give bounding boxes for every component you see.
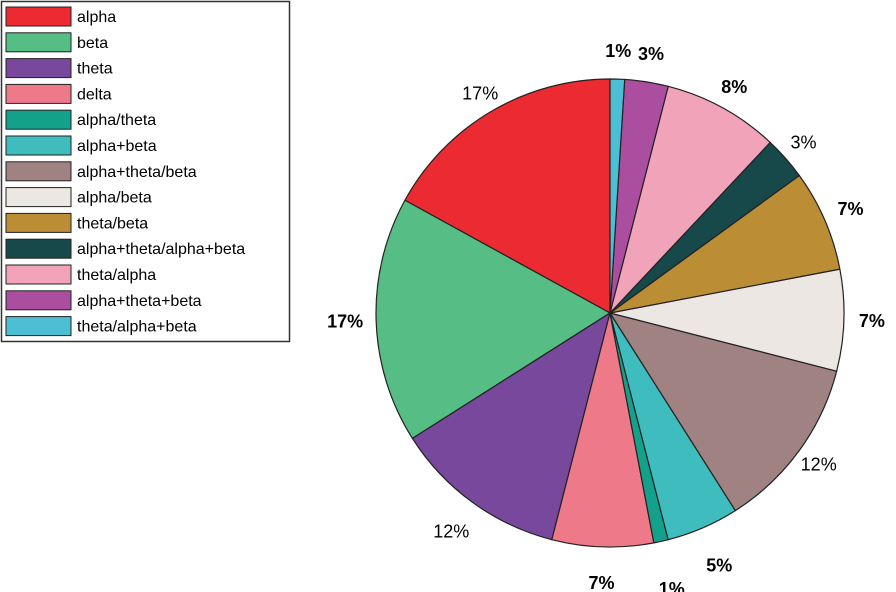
pie-slice-theta-over-alpha bbox=[609, 85, 772, 314]
pie-slices bbox=[375, 78, 845, 548]
pie-label-theta-over-alpha: 8% bbox=[721, 77, 747, 97]
legend-swatch-theta bbox=[5, 58, 72, 79]
pie-slice-theta-over-beta bbox=[609, 174, 841, 314]
legend-swatch-alpha-over-theta bbox=[5, 109, 72, 130]
pie-label-alpha-plus-theta-over-beta: 12% bbox=[801, 455, 837, 475]
legend-label-alpha-plus-theta-plus-beta: alpha+theta+beta bbox=[77, 293, 202, 310]
legend: alpha beta theta delta alpha/theta alpha+beta… bbox=[0, 0, 291, 343]
pie-slice-alpha bbox=[404, 78, 611, 315]
legend-swatch-alpha-plus-beta bbox=[5, 135, 72, 156]
pie-labels: 17% 17% 12% 7% 1% 5% 12% 7% 7% 3% 8% 3% 1% bbox=[327, 41, 885, 592]
pie-label-alpha-plus-theta-over-alpha-plus-beta: 3% bbox=[790, 132, 816, 152]
legend-label-delta: delta bbox=[77, 86, 112, 103]
legend-swatch-alpha-plus-theta-over-beta bbox=[5, 161, 72, 182]
legend-swatch-beta bbox=[5, 32, 72, 53]
pie-slice-beta bbox=[375, 199, 612, 440]
legend-swatch-theta-over-alpha bbox=[5, 264, 72, 285]
pie-slice-delta bbox=[551, 312, 655, 548]
pie-label-alpha: 17% bbox=[462, 84, 498, 104]
legend-swatch-alpha-plus-theta-plus-beta bbox=[5, 290, 72, 311]
pie-label-alpha-plus-beta: 5% bbox=[706, 555, 732, 575]
pie-label-theta-over-beta: 7% bbox=[837, 199, 863, 219]
pie-slice-alpha-plus-theta-over-beta bbox=[608, 312, 838, 512]
legend-label-theta: theta bbox=[77, 61, 113, 78]
legend-label-alpha-plus-theta-over-beta: alpha+theta/beta bbox=[77, 164, 197, 181]
legend-label-alpha-over-theta: alpha/theta bbox=[77, 112, 156, 129]
legend-swatch-alpha-plus-theta-over-alpha-plus-beta bbox=[5, 238, 72, 259]
legend-label-alpha-plus-beta: alpha+beta bbox=[77, 138, 157, 155]
pie-slice-theta-over-alpha-plus-beta bbox=[609, 78, 626, 314]
legend-swatch-alpha-over-beta bbox=[5, 187, 72, 208]
legend-label-theta-over-alpha-plus-beta: theta/alpha+beta bbox=[77, 319, 197, 336]
pie-label-alpha-over-theta: 1% bbox=[659, 579, 685, 592]
pie-label-delta: 7% bbox=[588, 573, 614, 592]
pie-slice-theta bbox=[411, 311, 611, 541]
legend-label-beta: beta bbox=[77, 35, 108, 52]
pie-label-alpha-plus-theta-plus-beta: 3% bbox=[638, 44, 664, 64]
pie-label-theta-over-alpha-plus-beta: 1% bbox=[605, 41, 631, 61]
legend-label-alpha-plus-theta-over-alpha-plus-beta: alpha+theta/alpha+beta bbox=[77, 241, 245, 258]
legend-label-theta-over-beta: theta/beta bbox=[77, 215, 148, 232]
legend-swatch-theta-over-beta bbox=[5, 212, 72, 233]
legend-label-theta-over-alpha: theta/alpha bbox=[77, 267, 156, 284]
pie-label-alpha-over-beta: 7% bbox=[859, 311, 885, 331]
legend-label-alpha: alpha bbox=[77, 9, 116, 26]
pie-label-theta: 12% bbox=[433, 521, 469, 541]
pie-label-beta: 17% bbox=[327, 311, 363, 331]
legend-swatch-theta-over-alpha-plus-beta bbox=[5, 316, 72, 337]
legend-swatch-delta bbox=[5, 83, 72, 104]
legend-swatch-alpha bbox=[5, 6, 72, 27]
legend-label-alpha-over-beta: alpha/beta bbox=[77, 190, 152, 207]
pie-slice-alpha-over-beta bbox=[609, 268, 845, 372]
